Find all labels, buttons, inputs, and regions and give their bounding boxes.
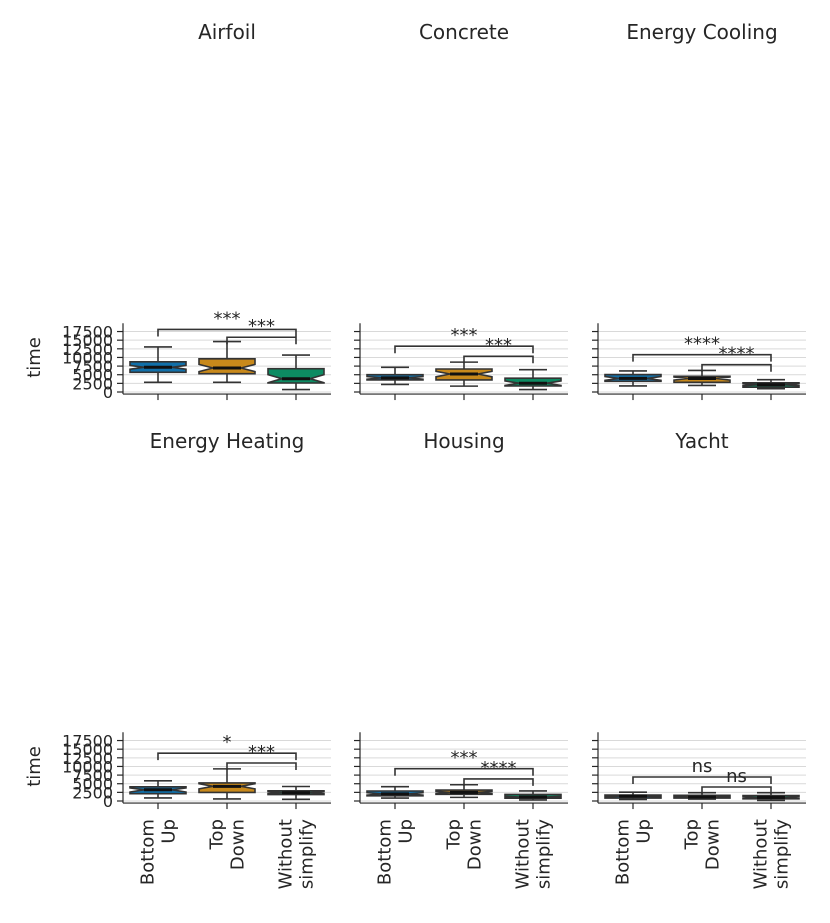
significance-label: ***: [214, 308, 241, 329]
panel-title: Energy Heating: [150, 429, 305, 453]
y-tick-label: 10000: [62, 757, 113, 776]
x-category-label: BottomUp: [138, 819, 180, 885]
box-top-down: [198, 357, 256, 375]
significance-label: ****: [719, 344, 755, 365]
x-category-label-line: Top: [682, 819, 703, 850]
significance-label: *: [223, 732, 232, 753]
y-tick-label: 5000: [72, 775, 113, 794]
significance-label: ****: [481, 758, 517, 779]
x-category-label: TopDown: [444, 819, 486, 870]
significance-bracket: [632, 776, 772, 784]
significance-bracket: [226, 762, 297, 770]
panel-title: Airfoil: [198, 20, 256, 44]
y-tick-label: 7500: [72, 766, 113, 785]
x-category-label-line: Without: [513, 819, 534, 889]
x-category-label-line: Down: [228, 819, 249, 870]
panel-title: Yacht: [674, 429, 728, 453]
panel-title: Housing: [423, 429, 504, 453]
significance-bracket: [463, 778, 534, 786]
significance-label: ns: [692, 756, 713, 777]
panel-housing: Housing BottomUp TopDown Withoutsimplify ***…: [354, 429, 568, 889]
x-category-label-line: Bottom: [375, 819, 396, 885]
x-category-label-line: Without: [751, 819, 772, 889]
panel-energy-cooling: Energy Cooling ********: [592, 20, 806, 401]
x-category-label: Withoutsimplify: [276, 819, 318, 890]
y-tick-label: 17500: [62, 323, 113, 342]
x-category-label-line: Down: [703, 819, 724, 870]
x-category-label-line: Down: [465, 819, 486, 870]
x-category-label: Withoutsimplify: [513, 819, 555, 890]
x-category-label-line: Without: [276, 819, 297, 889]
significance-label: ****: [684, 334, 720, 355]
y-tick-label: 10000: [62, 348, 113, 367]
x-category-label-line: Up: [159, 819, 180, 844]
y-tick-label: 17500: [62, 732, 113, 751]
x-category-label-line: Up: [396, 819, 417, 844]
box-without-simplify: [267, 367, 325, 384]
significance-label: ***: [485, 335, 512, 356]
y-tick-label: 12500: [62, 340, 113, 359]
significance-bracket: [157, 328, 297, 337]
x-category-label-line: Top: [207, 819, 228, 850]
significance-label: ***: [248, 742, 275, 763]
significance-bracket: [701, 363, 772, 372]
x-category-label-line: simplify: [297, 819, 318, 889]
x-category-label-line: simplify: [772, 819, 793, 889]
y-tick-label: 12500: [62, 749, 113, 768]
panel-yacht: Yacht BottomUp TopDown Withoutsimplify ns ns: [592, 429, 806, 889]
x-category-label: BottomUp: [375, 819, 417, 885]
y-tick-label: 2500: [72, 783, 113, 802]
significance-bracket: [463, 355, 534, 364]
significance-label: ns: [726, 766, 747, 787]
significance-bracket: [226, 336, 297, 345]
x-category-label-line: Top: [444, 819, 465, 850]
panel-title: Energy Cooling: [626, 20, 777, 44]
significance-label: ***: [248, 316, 275, 337]
y-axis-label: time: [24, 746, 45, 787]
significance-bracket: [394, 345, 534, 354]
significance-bracket: [701, 786, 772, 795]
significance-bracket: [632, 353, 772, 362]
panel-concrete: Concrete *** ***: [354, 20, 568, 401]
x-category-label: BottomUp: [613, 819, 655, 885]
significance-label: ***: [451, 325, 478, 346]
x-category-label: TopDown: [682, 819, 724, 870]
y-tick-label: 15000: [62, 331, 113, 350]
x-category-label-line: Up: [634, 819, 655, 844]
y-tick-label: 15000: [62, 740, 113, 759]
significance-label: ***: [451, 748, 478, 769]
x-category-label: Withoutsimplify: [751, 819, 793, 890]
y-tick-label: 5000: [72, 366, 113, 385]
y-tick-label: 2500: [72, 374, 113, 393]
y-tick-label: 7500: [72, 357, 113, 376]
y-tick-label: 0: [103, 792, 113, 811]
significance-bracket: [157, 752, 297, 761]
x-category-label-line: simplify: [534, 819, 555, 889]
panel-title: Concrete: [419, 20, 509, 44]
x-category-label: TopDown: [207, 819, 249, 870]
y-tick-label: 0: [103, 383, 113, 402]
x-category-label-line: Bottom: [613, 819, 634, 885]
y-axis-label: time: [24, 337, 45, 378]
x-category-label-line: Bottom: [138, 819, 159, 885]
significance-bracket: [394, 767, 534, 776]
